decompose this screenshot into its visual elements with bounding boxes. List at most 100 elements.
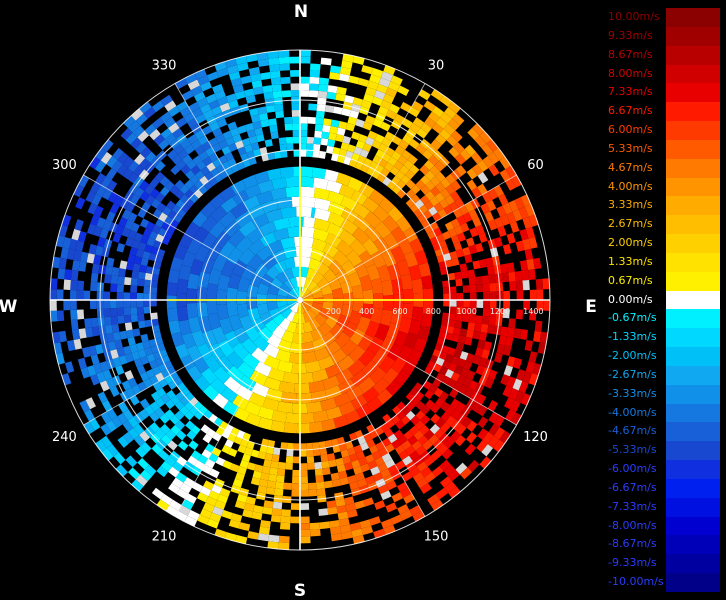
velocity-bin xyxy=(156,465,169,478)
velocity-bin xyxy=(330,348,348,365)
velocity-bin xyxy=(512,378,523,391)
velocity-bin xyxy=(300,516,310,524)
velocity-bin xyxy=(477,405,488,417)
velocity-bin xyxy=(385,379,402,396)
velocity-bin xyxy=(198,316,212,334)
velocity-bin xyxy=(431,122,444,135)
velocity-bin xyxy=(414,420,425,431)
velocity-bin xyxy=(448,146,460,159)
velocity-bin xyxy=(262,397,280,411)
velocity-bin xyxy=(265,388,283,402)
velocity-bin xyxy=(306,150,314,158)
velocity-bin xyxy=(444,194,455,206)
velocity-bin xyxy=(90,181,101,194)
velocity-bin xyxy=(248,238,266,256)
velocity-bin xyxy=(396,481,409,493)
velocity-bin xyxy=(308,380,326,393)
velocity-bin xyxy=(274,104,284,112)
velocity-bin xyxy=(130,222,140,233)
velocity-bin xyxy=(382,295,394,311)
velocity-bin xyxy=(412,117,425,128)
velocity-bin xyxy=(327,211,346,228)
velocity-bin xyxy=(186,344,202,362)
velocity-bin xyxy=(125,387,136,399)
velocity-bin xyxy=(307,280,318,292)
velocity-bin xyxy=(337,155,346,164)
velocity-bin xyxy=(380,490,392,501)
velocity-bin xyxy=(347,474,358,484)
velocity-bin xyxy=(121,380,132,391)
velocity-bin xyxy=(456,306,464,315)
colorbar-row: -2.00m/s xyxy=(606,347,720,366)
velocity-bin xyxy=(184,73,198,85)
velocity-bin xyxy=(329,323,345,339)
velocity-bin xyxy=(112,357,122,368)
velocity-bin xyxy=(261,465,271,474)
velocity-bin xyxy=(442,280,450,288)
velocity-bin xyxy=(487,369,498,381)
velocity-bin xyxy=(410,184,421,195)
azimuth-spoke xyxy=(299,299,426,517)
velocity-bin xyxy=(206,71,220,82)
velocity-bin xyxy=(361,99,372,109)
velocity-bin xyxy=(125,455,138,468)
velocity-bin xyxy=(455,402,466,413)
velocity-bin xyxy=(229,463,240,473)
velocity-bin xyxy=(418,89,431,101)
velocity-bin xyxy=(340,280,353,294)
velocity-bin xyxy=(482,283,490,293)
velocity-bin xyxy=(149,422,160,433)
velocity-bin xyxy=(425,399,435,410)
velocity-bin xyxy=(171,331,185,348)
velocity-bin xyxy=(212,253,228,272)
velocity-bin xyxy=(272,325,286,340)
velocity-bin xyxy=(294,236,309,248)
velocity-bin xyxy=(439,391,449,402)
velocity-bin xyxy=(436,337,445,346)
velocity-bin xyxy=(250,142,260,151)
velocity-bin xyxy=(218,210,237,228)
azimuth-label: 30 xyxy=(428,58,445,73)
range-label: 1400 xyxy=(523,307,543,316)
colorbar-label: -2.00m/s xyxy=(608,349,657,363)
velocity-bin xyxy=(434,428,445,440)
velocity-bin xyxy=(236,493,248,503)
velocity-bin xyxy=(337,355,356,372)
velocity-bin xyxy=(351,284,364,299)
velocity-bin xyxy=(390,514,403,525)
velocity-bin xyxy=(300,483,309,490)
velocity-bin xyxy=(362,237,380,256)
velocity-bin xyxy=(267,152,276,161)
velocity-bin xyxy=(115,464,128,477)
velocity-bin xyxy=(281,330,294,343)
velocity-bin xyxy=(488,411,500,424)
velocity-bin xyxy=(222,460,233,470)
velocity-bin xyxy=(331,287,344,299)
velocity-bin xyxy=(63,279,71,290)
velocity-bin xyxy=(448,228,458,238)
velocity-bin xyxy=(283,257,296,270)
velocity-bin xyxy=(415,400,426,411)
colorbar-label: 2.67m/s xyxy=(608,217,653,231)
velocity-bin xyxy=(127,254,136,264)
radar-plot: 200 400 600 800 1000 1200 1400 30 60 120 150 210 240… xyxy=(0,2,597,600)
velocity-bin xyxy=(383,65,396,76)
velocity-bin xyxy=(167,149,178,160)
velocity-bin xyxy=(105,377,116,389)
velocity-bin xyxy=(380,121,391,132)
velocity-bin xyxy=(270,77,282,86)
velocity-bin xyxy=(188,316,202,334)
velocity-bin xyxy=(216,67,229,78)
velocity-bin xyxy=(199,103,212,114)
velocity-bin xyxy=(314,130,323,139)
velocity-bin xyxy=(106,419,118,432)
velocity-bin xyxy=(206,298,218,315)
velocity-bin xyxy=(289,352,303,364)
colorbar-label: -1.33m/s xyxy=(608,330,657,344)
velocity-bin xyxy=(289,342,303,354)
velocity-bin xyxy=(366,396,383,413)
velocity-bin xyxy=(291,483,300,490)
velocity-bin xyxy=(485,257,494,268)
velocity-bin xyxy=(459,263,468,272)
velocity-bin xyxy=(145,194,156,206)
